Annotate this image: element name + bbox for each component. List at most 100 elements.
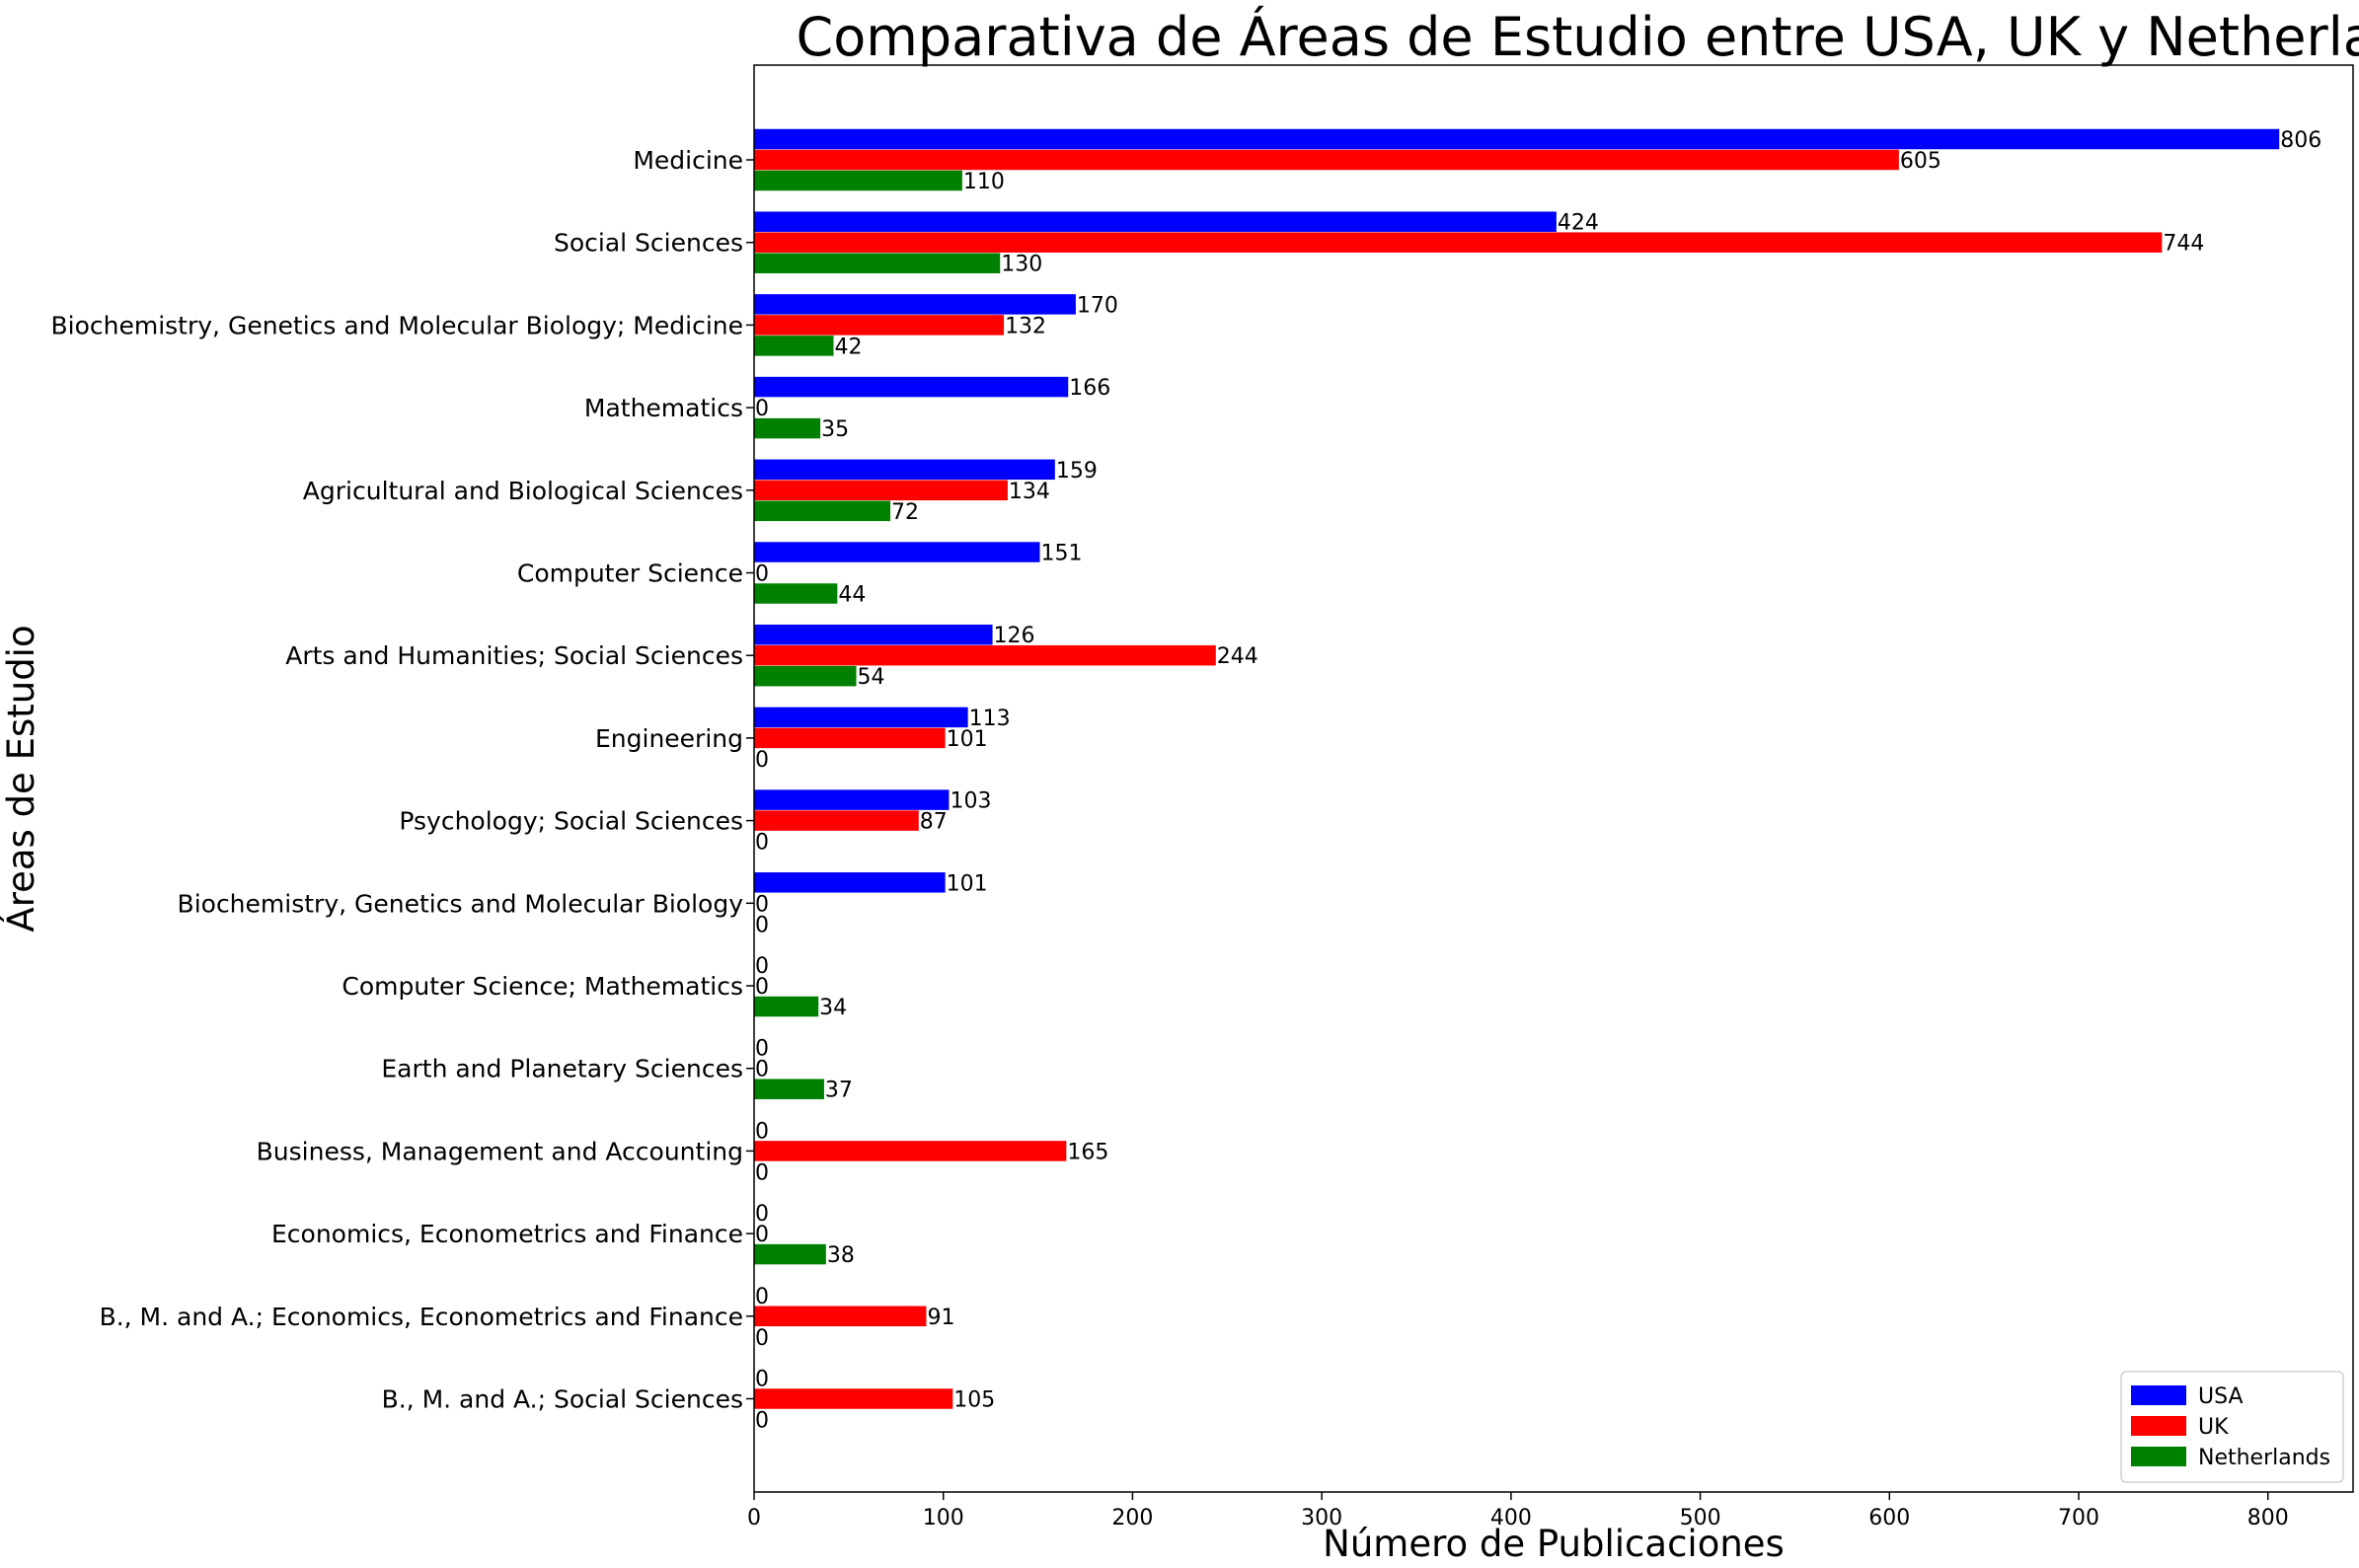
data-label: 44 <box>838 583 866 608</box>
data-label: 424 <box>1558 211 1599 236</box>
data-label: 105 <box>953 1388 995 1413</box>
x-tick-label: 300 <box>1301 1506 1342 1531</box>
bar-netherlands <box>754 996 819 1017</box>
data-label: 91 <box>927 1306 954 1330</box>
bar-uk <box>754 315 1005 336</box>
data-label: 42 <box>835 335 863 359</box>
x-tick-label: 600 <box>1868 1506 1910 1531</box>
bar-netherlands <box>754 336 834 356</box>
legend-label: UK <box>2198 1415 2229 1440</box>
x-tick-label: 0 <box>747 1506 761 1531</box>
bar-netherlands <box>754 170 962 191</box>
y-tick-label: Agricultural and Biological Sciences <box>303 477 743 505</box>
bar-uk <box>754 644 1216 666</box>
data-label: 605 <box>1900 149 1941 174</box>
legend-label: Netherlands <box>2198 1446 2330 1470</box>
bar-usa <box>754 294 1076 315</box>
data-label: 101 <box>947 871 988 896</box>
bar-usa <box>754 376 1069 398</box>
y-axis-label: Áreas de Estudio <box>0 625 42 932</box>
data-label: 132 <box>1005 314 1046 338</box>
bar-uk <box>754 149 1899 171</box>
bar-netherlands <box>754 253 1001 273</box>
data-label: 151 <box>1040 542 1082 566</box>
data-label: 0 <box>755 1160 769 1185</box>
x-axis-label: Número de Publicaciones <box>1323 1523 1785 1565</box>
bar-uk <box>754 1141 1067 1161</box>
data-label: 113 <box>969 707 1011 731</box>
data-label: 0 <box>755 831 769 856</box>
y-tick-label: Biochemistry, Genetics and Molecular Bio… <box>50 311 743 339</box>
y-tick-label: Mathematics <box>584 394 743 422</box>
y-tick-label: Arts and Humanities; Social Sciences <box>285 641 743 670</box>
legend-label: USA <box>2198 1384 2244 1409</box>
data-label: 130 <box>1001 253 1042 277</box>
data-label: 0 <box>755 1409 769 1434</box>
data-label: 0 <box>755 1285 769 1309</box>
data-label: 0 <box>755 954 769 979</box>
x-tick-label: 700 <box>2058 1506 2099 1531</box>
bar-netherlands <box>754 665 857 687</box>
bar-usa <box>754 128 2280 150</box>
data-label: 165 <box>1067 1140 1108 1164</box>
y-tick-label: Engineering <box>595 724 743 753</box>
bar-uk <box>754 1388 953 1409</box>
bar-netherlands <box>754 500 891 522</box>
data-label: 37 <box>825 1079 853 1103</box>
y-tick-label: Biochemistry, Genetics and Molecular Bio… <box>178 889 744 918</box>
bar-uk <box>754 232 2163 253</box>
plot-area: Medicine 806 605 110 Social Sciences 424 744 13… <box>50 128 2321 1531</box>
y-tick-label: Social Sciences <box>554 229 743 258</box>
data-label: 0 <box>755 1058 769 1083</box>
data-label: 0 <box>755 1223 769 1247</box>
data-label: 103 <box>950 789 991 814</box>
y-tick-label: Medicine <box>633 146 743 175</box>
data-label: 126 <box>994 624 1035 648</box>
y-tick-label: Psychology; Social Sciences <box>399 807 743 836</box>
x-tick-label: 100 <box>923 1506 964 1531</box>
data-label: 0 <box>755 1119 769 1144</box>
data-label: 0 <box>755 975 769 1000</box>
y-tick-label: B., M. and A.; Economics, Econometrics a… <box>100 1303 743 1331</box>
y-tick-label: Business, Management and Accounting <box>257 1137 743 1165</box>
data-label: 806 <box>2280 128 2321 153</box>
bar-usa <box>754 707 968 728</box>
bar-usa <box>754 459 1055 481</box>
x-tick-label: 800 <box>2247 1506 2289 1531</box>
data-label: 87 <box>920 810 948 835</box>
data-label: 110 <box>963 170 1005 194</box>
bar-netherlands <box>754 1079 824 1099</box>
data-label: 0 <box>755 1368 769 1392</box>
x-tick-label: 500 <box>1680 1506 1721 1531</box>
bar-usa <box>754 542 1040 562</box>
data-label: 38 <box>827 1243 855 1268</box>
data-label: 744 <box>2163 232 2204 257</box>
data-label: 244 <box>1217 644 1258 669</box>
data-label: 0 <box>755 748 769 773</box>
data-label: 0 <box>755 1037 769 1062</box>
y-tick-label: Computer Science <box>517 560 743 588</box>
data-label: 0 <box>755 1326 769 1351</box>
legend-swatch-usa <box>2131 1385 2186 1405</box>
bar-uk <box>754 480 1008 501</box>
data-label: 0 <box>755 562 769 587</box>
y-tick-label: Earth and Planetary Sciences <box>381 1055 743 1083</box>
y-tick-label: B., M. and A.; Social Sciences <box>382 1385 743 1414</box>
data-label: 0 <box>755 397 769 421</box>
data-label: 54 <box>858 665 885 690</box>
data-label: 0 <box>755 1202 769 1227</box>
bar-usa <box>754 872 946 893</box>
bar-netherlands <box>754 583 838 604</box>
bar-usa <box>754 789 950 810</box>
data-label: 170 <box>1077 293 1118 318</box>
legend: USA UK Netherlands <box>2120 1371 2344 1483</box>
legend-swatch-uk <box>2131 1416 2186 1436</box>
data-label: 34 <box>819 996 847 1020</box>
bar-uk <box>754 1306 927 1327</box>
data-label: 0 <box>755 892 769 917</box>
bar-netherlands <box>754 417 821 439</box>
bar-uk <box>754 810 919 831</box>
bar-uk <box>754 727 946 749</box>
data-label: 134 <box>1009 480 1050 504</box>
